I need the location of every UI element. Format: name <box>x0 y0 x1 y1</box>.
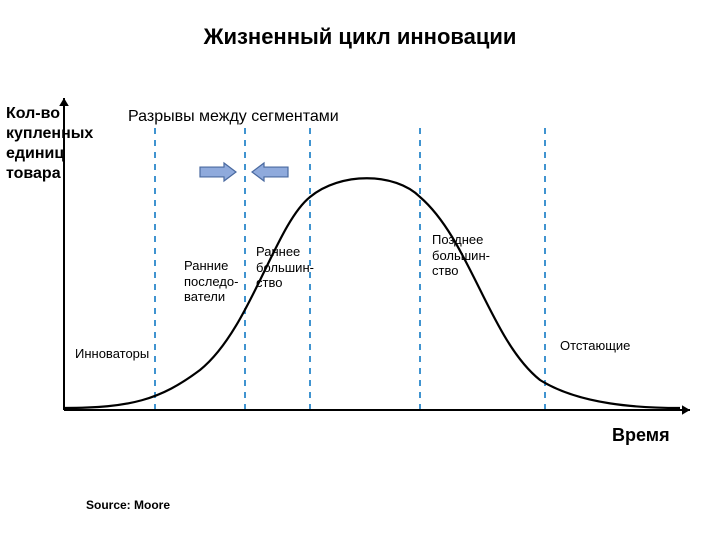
bell-curve <box>64 178 680 408</box>
axes <box>59 98 690 415</box>
label-early-adopters: Ранние последо- ватели <box>184 258 238 305</box>
source-label: Source: Moore <box>86 498 170 512</box>
label-laggards: Отстающие <box>560 338 630 354</box>
label-early-majority: Раннее большин- ство <box>256 244 314 291</box>
diagram-canvas: Жизненный цикл инновации Кол-во купленны… <box>0 0 720 540</box>
x-axis-label: Время <box>612 425 670 446</box>
label-innovators: Инноваторы <box>75 346 149 362</box>
label-late-majority: Позднее большин- ство <box>432 232 490 279</box>
gap-arrows <box>200 163 288 181</box>
plot-svg <box>0 0 720 540</box>
